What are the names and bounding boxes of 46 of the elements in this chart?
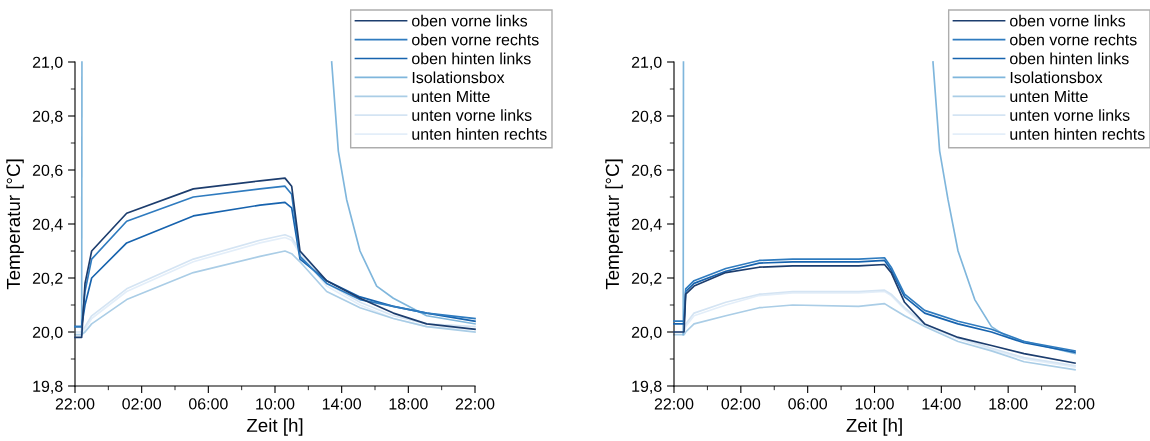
x-tick-label: 18:00 — [989, 398, 1028, 410]
y-tick-label: 19,8 — [33, 380, 63, 394]
y-tick-label: 20,8 — [631, 110, 662, 124]
x-tick-label: 14:00 — [322, 398, 362, 410]
x-tick-label: 14:00 — [922, 398, 961, 410]
legend-label: unten Mitte — [412, 90, 490, 103]
y-tick-label: 20,2 — [32, 272, 63, 286]
y-tick-label: 20,0 — [631, 326, 662, 340]
y-tick-label: 20,2 — [631, 272, 662, 286]
legend-label: oben hinten links — [412, 52, 531, 65]
y-tick-label: 20,4 — [631, 218, 662, 232]
legend-label: oben vorne links — [412, 14, 528, 27]
y-tick-label: 21,0 — [631, 56, 662, 70]
legend-label: Isolationsbox — [412, 71, 505, 84]
y-tick-label: 20,6 — [631, 164, 662, 178]
y-tick-label: 20,4 — [32, 218, 63, 232]
legend-label: unten vorne links — [1010, 109, 1130, 121]
x-tick-label: 22:00 — [55, 398, 95, 410]
legend-label: oben vorne links — [1010, 14, 1126, 27]
x-tick-label: 10:00 — [855, 398, 894, 410]
y-tick-label: 21,0 — [32, 56, 63, 70]
x-tick-label: 22:00 — [1055, 398, 1095, 410]
x-tick-label: 18:00 — [389, 398, 428, 410]
legend-label: unten Mitte — [1010, 90, 1088, 103]
y-tick-label: 20,6 — [32, 164, 63, 178]
y-axis-title: Temperatur [°C] — [605, 159, 623, 290]
y-tick-label: 19,8 — [632, 380, 662, 394]
y-tick-label: 20,8 — [32, 110, 63, 124]
legend-label: oben vorne rechts — [412, 33, 539, 46]
legend-label: Isolationsbox — [1010, 71, 1103, 84]
x-tick-label: 22:00 — [455, 398, 495, 410]
x-tick-label: 02:00 — [122, 398, 162, 410]
y-tick-label: 20,0 — [32, 326, 63, 340]
x-tick-label: 02:00 — [721, 398, 761, 410]
legend-label: unten hinten rechts — [412, 128, 547, 140]
legend-label: unten vorne links — [412, 109, 532, 121]
x-tick-label: 10:00 — [256, 398, 295, 410]
legend-label: unten hinten rechts — [1010, 128, 1145, 140]
x-axis-title: Zeit [h] — [246, 418, 303, 436]
y-axis-title: Temperatur [°C] — [6, 159, 24, 290]
legend-label: oben hinten links — [1010, 52, 1129, 65]
x-tick-label: 06:00 — [188, 398, 228, 410]
x-axis-title: Zeit [h] — [846, 418, 902, 436]
x-tick-label: 22:00 — [654, 398, 694, 410]
legend-label: oben vorne rechts — [1010, 33, 1137, 46]
x-tick-label: 06:00 — [788, 398, 828, 410]
